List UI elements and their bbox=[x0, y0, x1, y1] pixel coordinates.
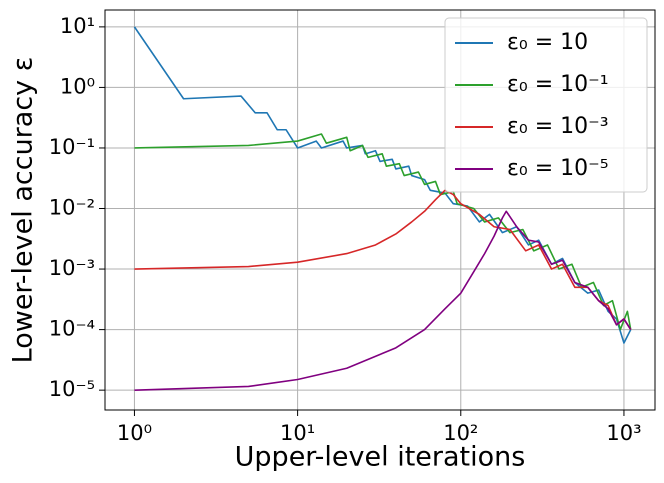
y-tick-label: 10⁻⁴ bbox=[49, 317, 95, 341]
y-tick-label: 10⁻⁵ bbox=[49, 377, 95, 401]
legend-label: ε₀ = 10⁻⁵ bbox=[507, 156, 609, 181]
y-tick-label: 10⁻¹ bbox=[49, 135, 95, 159]
x-tick-label: 10⁰ bbox=[117, 421, 152, 445]
x-tick-label: 10¹ bbox=[280, 421, 315, 445]
y-tick-label: 10⁻³ bbox=[49, 256, 95, 280]
y-tick-label: 10¹ bbox=[60, 14, 95, 38]
y-tick-label: 10⁰ bbox=[60, 74, 95, 98]
x-axis-label: Upper-level iterations bbox=[235, 442, 526, 473]
legend-label: ε₀ = 10⁻¹ bbox=[507, 72, 609, 97]
x-tick-label: 10² bbox=[443, 421, 478, 445]
legend-label: ε₀ = 10⁻³ bbox=[507, 114, 609, 139]
y-axis-label: Lower-level accuracy ε bbox=[8, 57, 39, 364]
series-line bbox=[134, 210, 632, 391]
legend-box bbox=[444, 17, 648, 193]
series-line bbox=[134, 189, 632, 331]
legend-label: ε₀ = 10 bbox=[507, 30, 588, 55]
plot-frame bbox=[104, 9, 656, 411]
y-tick-label: 10⁻² bbox=[49, 196, 95, 220]
x-tick-label: 10³ bbox=[606, 421, 641, 445]
